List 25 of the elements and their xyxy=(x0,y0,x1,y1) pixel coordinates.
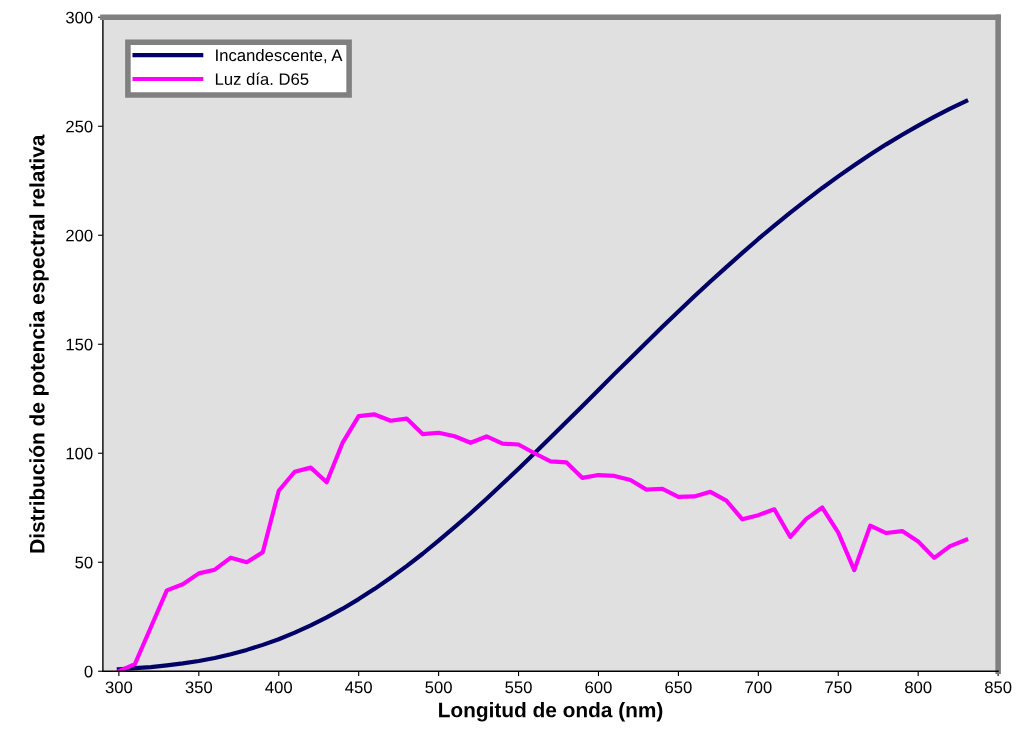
y-axis-title: Distribución de potencia espectral relativa xyxy=(29,134,49,553)
y-tick-label: 250 xyxy=(66,120,93,133)
x-tick-label: 350 xyxy=(185,681,213,694)
x-tick-label: 300 xyxy=(105,681,133,694)
y-tick-label: 0 xyxy=(84,665,93,678)
x-tick-label: 650 xyxy=(665,681,692,694)
x-tick-label: 400 xyxy=(265,681,292,694)
legend-label: Luz día. D65 xyxy=(215,72,309,86)
x-tick-label: 500 xyxy=(425,681,452,694)
y-tick-label: 300 xyxy=(66,11,93,24)
y-tick-label: 50 xyxy=(75,556,93,569)
line-series xyxy=(116,98,969,672)
y-tick-label: 100 xyxy=(66,447,93,460)
x-tick-label: 600 xyxy=(585,681,612,694)
x-tick-label: 850 xyxy=(984,681,1012,694)
x-axis-title: Longitud de onda (nm) xyxy=(439,702,663,722)
x-tick-label: 800 xyxy=(905,681,932,694)
x-tick-label: 450 xyxy=(345,681,372,694)
line-series xyxy=(116,412,969,672)
y-tick-label: 200 xyxy=(66,229,93,242)
legend-label: Incandescente, A xyxy=(216,48,343,64)
x-tick-label: 750 xyxy=(825,681,852,694)
y-tick-label: 150 xyxy=(66,338,93,351)
x-tick-label: 700 xyxy=(745,681,772,694)
x-tick-label: 550 xyxy=(505,681,532,694)
